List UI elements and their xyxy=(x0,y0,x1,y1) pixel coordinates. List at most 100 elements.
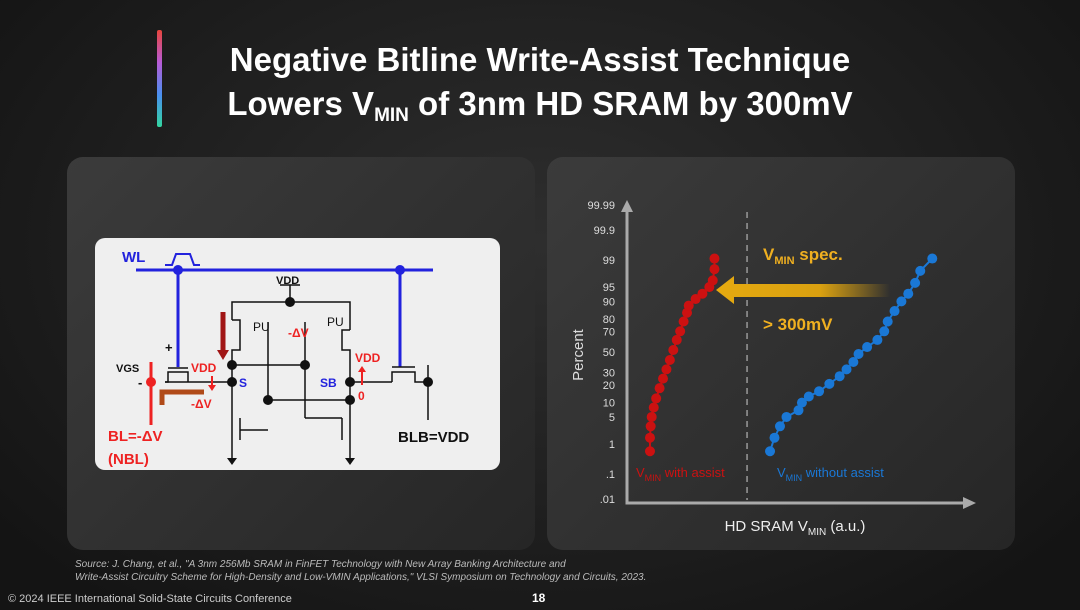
source-citation: Source: J. Chang, et al., "A 3nm 256Mb S… xyxy=(75,558,646,584)
point-without-assist xyxy=(903,288,914,299)
x-axis-label: HD SRAM VMIN (a.u.) xyxy=(725,518,866,538)
y-tick-label: 1 xyxy=(609,439,615,451)
minus-label: - xyxy=(138,375,142,390)
y-axis-label: Percent xyxy=(570,328,587,381)
point-with-assist xyxy=(644,446,655,457)
s-node-label: S xyxy=(239,376,247,390)
plus-label: + xyxy=(165,340,173,355)
point-with-assist xyxy=(678,316,689,327)
y-axis-arrowhead xyxy=(621,200,633,212)
point-with-assist xyxy=(690,294,701,305)
y-tick-label: 30 xyxy=(603,368,615,380)
legend-without-assist: VMIN without assist xyxy=(777,465,884,483)
y-tick-label: 5 xyxy=(609,412,615,424)
nbl-label: (NBL) xyxy=(108,451,149,468)
y-tick-label: .01 xyxy=(600,494,615,506)
title-text: of 3nm HD SRAM by 300mV xyxy=(408,85,853,122)
vmin-spec-annotation: VMIN spec. xyxy=(763,245,843,267)
point-with-assist xyxy=(668,345,679,356)
point-without-assist xyxy=(896,296,907,307)
sb-node-label: SB xyxy=(320,376,337,390)
point-without-assist xyxy=(915,265,926,276)
x-axis-arrowhead xyxy=(963,497,976,509)
point-with-assist xyxy=(675,326,686,337)
title-sub: MIN xyxy=(374,105,409,126)
point-with-assist xyxy=(697,288,708,299)
y-tick-label: 90 xyxy=(603,296,615,308)
point-without-assist xyxy=(803,391,814,402)
title-line-2: Lowers VMIN of 3nm HD SRAM by 300mV xyxy=(170,82,910,138)
point-without-assist xyxy=(910,277,921,288)
point-with-assist xyxy=(671,334,682,345)
point-without-assist xyxy=(774,421,785,432)
page-number: 18 xyxy=(532,591,546,605)
legend-with-assist: VMIN with assist xyxy=(636,465,725,483)
point-without-assist xyxy=(814,386,825,397)
zero-label: 0 xyxy=(358,389,365,403)
point-with-assist xyxy=(658,373,669,384)
chart-panel xyxy=(547,157,1015,550)
point-without-assist xyxy=(765,446,776,457)
point-with-assist xyxy=(645,421,656,432)
slide-title: Negative Bitline Write-Assist Technique … xyxy=(170,38,910,138)
point-with-assist xyxy=(664,354,675,365)
title-text: Lowers V xyxy=(227,85,375,122)
point-with-assist xyxy=(651,393,662,404)
point-with-assist xyxy=(661,364,672,375)
point-without-assist xyxy=(882,316,893,327)
point-without-assist xyxy=(853,348,864,359)
shift-annotation: > 300mV xyxy=(763,315,833,334)
y-tick-label: .1 xyxy=(606,469,615,481)
point-with-assist xyxy=(646,411,657,422)
footer-copyright: © 2024 IEEE International Solid-State Ci… xyxy=(8,593,292,605)
point-without-assist xyxy=(796,397,807,408)
source-line: Write-Assist Circuitry Scheme for High-D… xyxy=(75,572,647,583)
vdd-sb-label: VDD xyxy=(355,351,381,365)
title-line-1: Negative Bitline Write-Assist Technique xyxy=(229,41,851,78)
point-with-assist xyxy=(709,253,720,264)
y-tick-label: 10 xyxy=(603,398,615,410)
pu-left-label: PU xyxy=(253,320,270,334)
y-tick-label: 99.9 xyxy=(594,225,615,237)
point-with-assist xyxy=(648,402,659,413)
point-without-assist xyxy=(872,334,883,345)
title-accent-bar xyxy=(157,30,162,127)
axis-lines xyxy=(625,210,965,505)
y-tick-label: 99 xyxy=(603,255,615,267)
y-tick-label: 95 xyxy=(603,282,615,294)
bl-label: BL=-ΔV xyxy=(108,428,163,445)
y-tick-label: 99.99 xyxy=(587,200,615,212)
y-tick-label: 50 xyxy=(603,347,615,359)
y-tick-label: 80 xyxy=(603,314,615,326)
point-without-assist xyxy=(862,342,873,353)
point-without-assist xyxy=(841,364,852,375)
pu-right-label: PU xyxy=(327,315,344,329)
vdd-top-label: VDD xyxy=(276,275,299,287)
delta-v-s-label: -ΔV xyxy=(191,397,212,411)
point-without-assist xyxy=(834,371,845,382)
point-with-assist xyxy=(683,300,694,311)
vgs-label: VGS xyxy=(116,363,139,375)
point-with-assist xyxy=(644,432,655,443)
sram-circuit-diagram: WL VDD PU PU -ΔV + - VGS VDD -ΔV S SB VD… xyxy=(95,238,500,470)
shift-arrow xyxy=(716,276,890,304)
point-without-assist xyxy=(848,357,859,368)
point-without-assist xyxy=(889,306,900,317)
point-without-assist xyxy=(879,326,890,337)
delta-v-gate-label: -ΔV xyxy=(288,326,309,340)
blb-label: BLB=VDD xyxy=(398,429,469,446)
y-tick-label: 70 xyxy=(603,326,615,338)
y-tick-label: 20 xyxy=(603,380,615,392)
point-without-assist xyxy=(927,253,938,264)
point-with-assist xyxy=(707,275,718,286)
point-without-assist xyxy=(781,411,792,422)
wl-label: WL xyxy=(122,249,145,266)
point-without-assist xyxy=(824,378,835,389)
point-with-assist xyxy=(709,264,720,275)
point-without-assist xyxy=(793,405,804,416)
source-line: Source: J. Chang, et al., "A 3nm 256Mb S… xyxy=(75,559,566,570)
point-with-assist xyxy=(654,383,665,394)
vdd-s-label: VDD xyxy=(191,361,217,375)
point-without-assist xyxy=(769,432,780,443)
